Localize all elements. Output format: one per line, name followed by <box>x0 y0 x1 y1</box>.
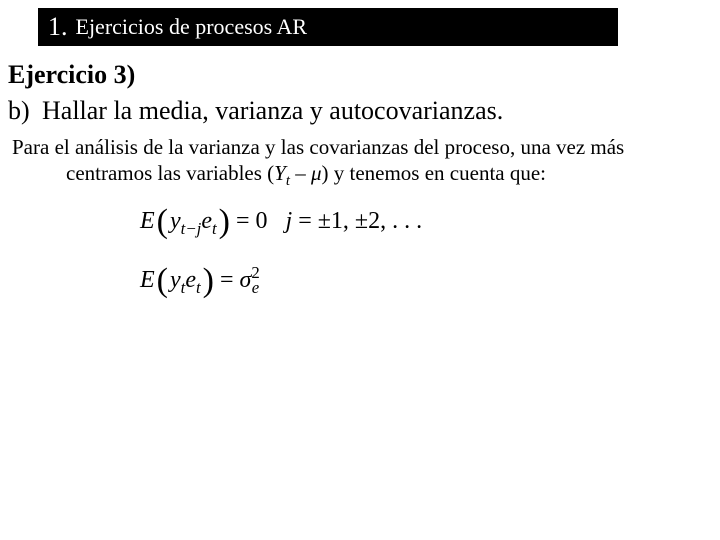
eq2-sigma: σ2e <box>240 258 260 303</box>
eq1-condition: j = ±1, ±2, . . . <box>286 200 423 243</box>
math-minus: – <box>290 161 311 185</box>
eq1-cond-eq: = <box>292 208 318 234</box>
eq1-rparen: ) <box>219 208 230 235</box>
section-header: 1. Ejercicios de procesos AR <box>38 8 618 46</box>
paragraph: Para el análisis de la varianza y las co… <box>6 134 706 191</box>
eq1-e: e <box>201 208 212 234</box>
exercise-item-text: Hallar la media, varianza y autocovarian… <box>42 96 503 125</box>
eq2-sigma-sub: e <box>252 278 259 297</box>
paragraph-post: ) y tenemos en cuenta que: <box>322 161 547 185</box>
eq2-eq: = <box>220 259 234 302</box>
exercise-item: b)Hallar la media, varianza y autocovari… <box>8 96 503 126</box>
equations-block: E ( yt−jet ) = 0 j = ±1, ±2, . . . E ( y… <box>140 200 422 317</box>
eq1-cond-vals: ±1, ±2, . . . <box>318 208 422 234</box>
eq2-y: y <box>170 267 181 293</box>
equation-2: E ( ytet ) = σ2e <box>140 258 422 303</box>
eq1-lparen: ( <box>157 208 168 235</box>
eq2-E: E <box>140 259 155 302</box>
eq2-sigma-sym: σ <box>240 267 252 293</box>
eq1-y: y <box>170 208 181 234</box>
equation-1: E ( yt−jet ) = 0 j = ±1, ±2, . . . <box>140 200 422 244</box>
eq2-esub: t <box>196 277 201 296</box>
eq1-ysub: t−j <box>181 219 202 238</box>
eq2-body: ytet <box>170 259 201 303</box>
eq1-E: E <box>140 200 155 243</box>
eq1-esub: t <box>212 219 217 238</box>
math-Y: Y <box>274 161 286 185</box>
math-mu: μ <box>311 161 322 185</box>
eq2-rparen: ) <box>203 267 214 294</box>
exercise-title: Ejercicio 3) <box>8 60 135 90</box>
section-number: 1. <box>48 12 68 42</box>
eq1-body: yt−jet <box>170 200 217 244</box>
eq1-rhs: 0 <box>256 200 268 243</box>
section-title: Ejercicios de procesos AR <box>76 14 308 40</box>
exercise-item-label: b) <box>8 96 42 126</box>
eq1-eq: = <box>236 200 250 243</box>
eq2-lparen: ( <box>157 267 168 294</box>
eq2-e: e <box>185 267 196 293</box>
